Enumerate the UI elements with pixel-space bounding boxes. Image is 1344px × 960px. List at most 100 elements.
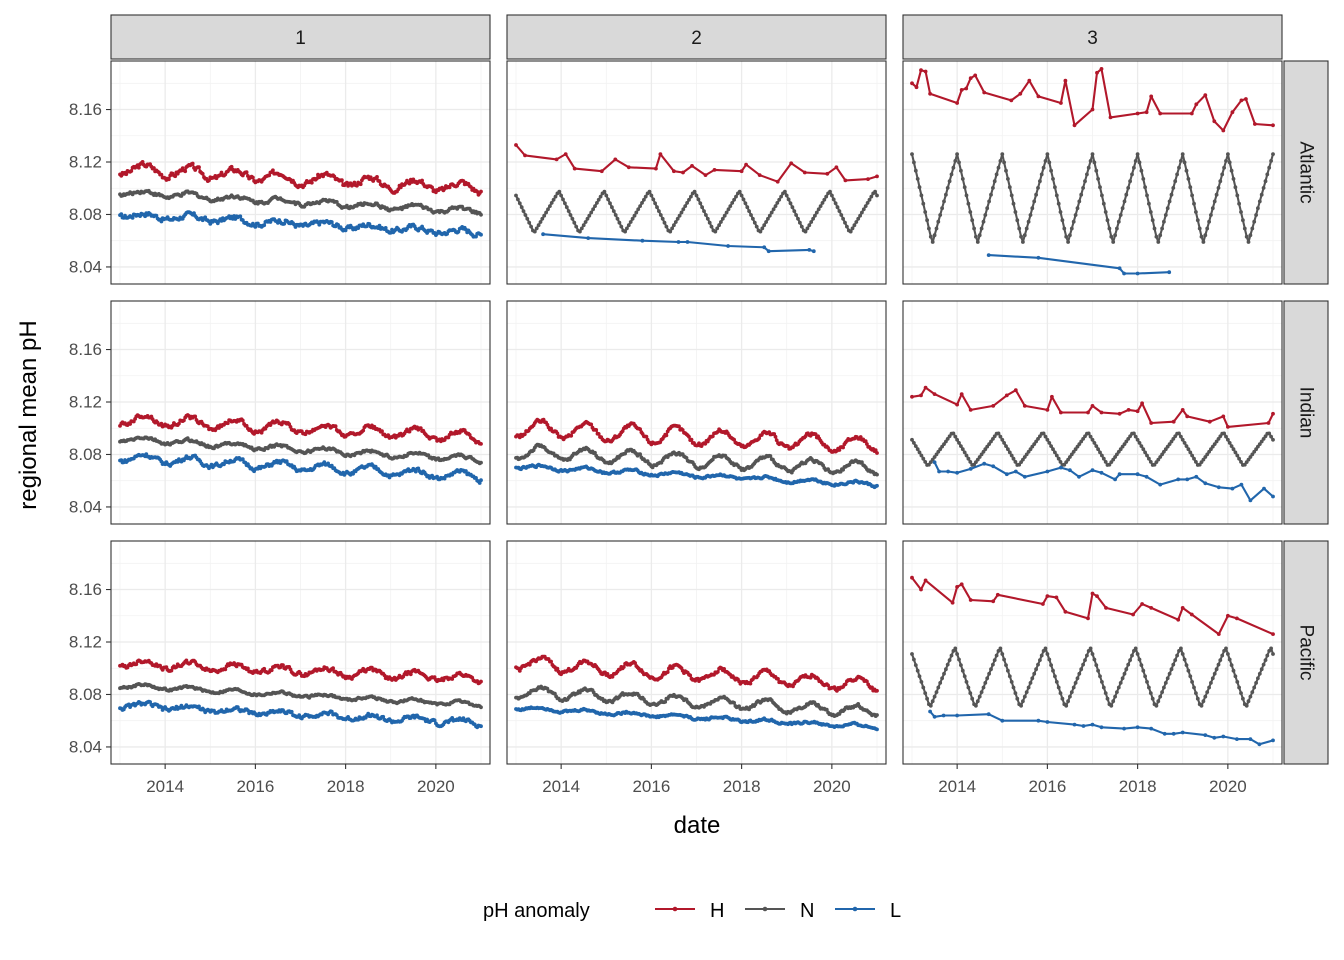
data-point xyxy=(1226,152,1230,157)
data-point xyxy=(712,168,717,172)
data-point xyxy=(696,197,701,202)
data-point xyxy=(1152,226,1157,231)
data-point xyxy=(1117,411,1122,416)
data-point xyxy=(1171,419,1176,424)
data-point xyxy=(994,172,999,177)
data-point xyxy=(964,193,969,198)
series-points-L xyxy=(541,232,816,254)
data-point xyxy=(786,197,791,202)
data-point xyxy=(608,201,612,206)
data-point xyxy=(1094,168,1099,173)
data-point xyxy=(1086,165,1091,170)
data-point xyxy=(343,228,348,233)
data-point xyxy=(834,165,839,170)
data-point xyxy=(479,679,483,684)
data-point xyxy=(190,161,195,166)
data-point xyxy=(1056,456,1061,461)
data-point xyxy=(1086,431,1091,436)
data-point xyxy=(702,209,706,214)
data-point xyxy=(915,447,920,452)
data-point xyxy=(1186,177,1191,181)
data-point xyxy=(1077,199,1082,204)
series-line-L xyxy=(988,254,1170,275)
data-point xyxy=(1038,179,1042,184)
data-point xyxy=(1128,179,1132,184)
data-point xyxy=(208,222,213,226)
data-point xyxy=(1058,210,1063,214)
panel-border xyxy=(506,60,887,285)
data-point xyxy=(1226,425,1230,429)
data-point xyxy=(1098,185,1102,190)
data-point xyxy=(739,169,744,174)
data-point xyxy=(1194,210,1198,214)
data-point xyxy=(960,447,965,452)
data-point xyxy=(548,204,552,209)
data-point xyxy=(626,165,631,170)
data-point xyxy=(554,157,559,162)
data-point xyxy=(792,209,797,214)
data-point xyxy=(1141,447,1146,452)
data-point xyxy=(928,91,932,96)
data-point xyxy=(959,168,963,173)
data-point xyxy=(1072,123,1077,128)
data-point xyxy=(517,201,522,206)
data-point xyxy=(653,201,657,206)
data-point xyxy=(1224,434,1228,439)
data-point xyxy=(676,240,681,244)
facet-strip-col-3 xyxy=(902,14,1283,60)
data-point xyxy=(1059,465,1063,470)
data-point xyxy=(1239,482,1244,487)
data-point xyxy=(1109,234,1114,239)
data-point xyxy=(688,673,693,678)
data-point xyxy=(1108,115,1113,120)
data-point xyxy=(1235,453,1240,458)
data-point xyxy=(514,143,518,147)
data-point xyxy=(1049,168,1053,173)
data-point xyxy=(1090,468,1095,473)
panel-indian-2 xyxy=(506,300,887,525)
facet-strip-col-1 xyxy=(110,14,491,60)
data-point xyxy=(377,179,382,184)
data-point xyxy=(119,212,124,217)
data-point xyxy=(1088,159,1093,163)
data-point xyxy=(1047,441,1052,445)
data-point xyxy=(336,223,340,227)
data-point xyxy=(705,216,710,221)
data-point xyxy=(1230,486,1235,491)
data-point xyxy=(1250,226,1255,231)
data-point xyxy=(752,220,757,225)
data-point xyxy=(638,427,642,432)
data-point xyxy=(1063,78,1068,83)
data-point xyxy=(309,180,314,185)
data-point xyxy=(748,681,753,686)
data-point xyxy=(1248,498,1253,503)
data-point xyxy=(1150,218,1155,223)
data-point xyxy=(1009,193,1014,198)
data-point xyxy=(687,434,691,439)
data-point xyxy=(677,424,681,429)
data-point xyxy=(968,467,973,471)
data-point xyxy=(632,213,637,218)
data-point xyxy=(594,428,599,432)
data-point xyxy=(1004,393,1009,398)
data-point xyxy=(1158,111,1163,116)
data-point xyxy=(664,433,669,438)
data-point xyxy=(1064,234,1069,239)
data-point xyxy=(1199,234,1204,239)
series-points-N xyxy=(118,188,483,217)
data-point xyxy=(992,179,997,184)
data-point xyxy=(1210,206,1215,211)
series-points-H xyxy=(118,413,483,446)
data-point xyxy=(159,172,164,177)
data-point xyxy=(658,213,663,217)
data-point xyxy=(805,226,810,231)
data-point xyxy=(1230,110,1235,115)
data-point xyxy=(968,76,973,80)
data-point xyxy=(715,670,720,674)
data-point xyxy=(664,224,669,229)
data-point xyxy=(921,201,926,206)
data-point xyxy=(613,157,618,162)
data-point xyxy=(636,207,641,212)
data-point xyxy=(722,213,727,218)
data-point xyxy=(960,177,965,181)
